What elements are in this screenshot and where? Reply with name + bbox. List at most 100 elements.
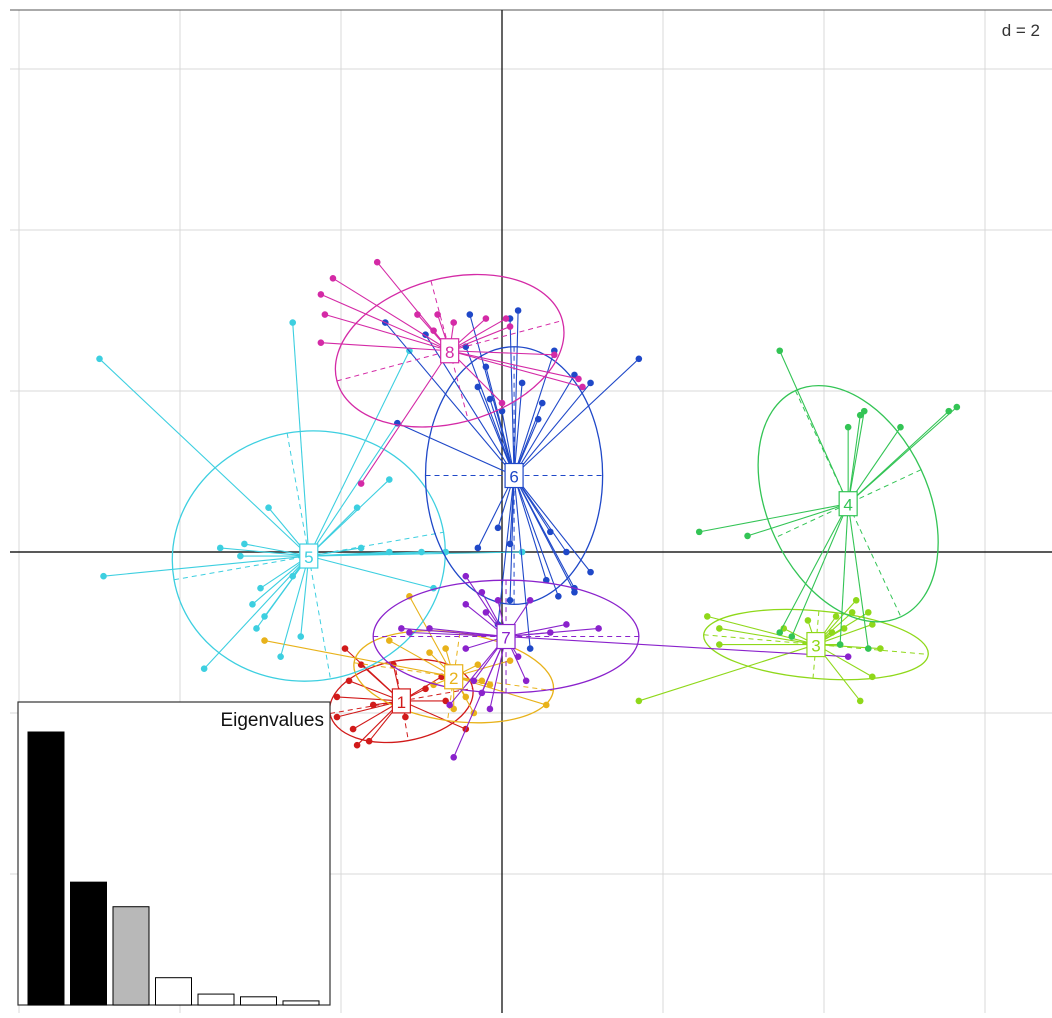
data-point [277, 653, 284, 660]
star-segment [280, 555, 310, 657]
star-segment [308, 551, 523, 557]
data-point [365, 737, 373, 745]
star-segment [638, 644, 817, 702]
star-segment [513, 475, 567, 553]
star-segment [847, 406, 958, 505]
data-point [776, 347, 784, 355]
star-segment [779, 350, 849, 504]
star-segment [300, 555, 310, 637]
data-point [869, 673, 876, 681]
data-point [442, 645, 449, 652]
data-point [462, 572, 470, 580]
eigenvalue-bar-6 [240, 996, 277, 1006]
data-point [474, 383, 482, 391]
data-point [836, 641, 844, 648]
group-label-4: 4 [838, 491, 858, 517]
data-point [261, 613, 268, 620]
star-segment [264, 640, 454, 678]
star-segment [397, 422, 515, 477]
star-segment [791, 503, 849, 637]
inset-title: Eigenvalues [220, 710, 324, 731]
data-point [953, 403, 961, 411]
data-point [257, 584, 264, 592]
data-point [869, 621, 876, 628]
data-point [844, 653, 852, 660]
data-point [430, 327, 437, 334]
data-point [542, 701, 550, 709]
label-box [806, 631, 826, 658]
star-segment [449, 350, 583, 388]
data-point [321, 311, 329, 318]
data-point [357, 480, 365, 487]
group-3 [635, 597, 929, 705]
star-segment [505, 623, 567, 638]
data-point [353, 741, 361, 749]
data-point [506, 657, 514, 664]
ellipse-axis-minor [286, 433, 331, 679]
data-point [200, 665, 208, 673]
data-point [595, 625, 602, 632]
data-point [482, 609, 490, 616]
group-labels: 1 2 3 4 5 6 7 8 [299, 338, 858, 714]
data-point [349, 725, 357, 733]
label-box [299, 543, 319, 569]
data-point [575, 375, 582, 383]
data-point [526, 645, 534, 652]
eigenvalue-bar-3 [112, 906, 150, 1006]
star-segment [336, 700, 402, 718]
data-point [514, 307, 522, 314]
data-point [249, 601, 256, 608]
data-point [695, 528, 703, 536]
data-point [466, 311, 474, 318]
data-point [317, 291, 325, 298]
star-segment [513, 475, 547, 581]
data-point [241, 540, 248, 548]
star-segment [292, 322, 310, 557]
eigenvalue-bar-2 [70, 881, 107, 1006]
star-segment [308, 479, 390, 557]
star-segment [513, 382, 591, 476]
data-point [442, 697, 449, 705]
data-point [635, 697, 643, 705]
star-segment [505, 635, 849, 658]
data-point [547, 629, 554, 636]
star-segment [707, 615, 817, 646]
inset-frame [17, 701, 331, 1006]
data-point [716, 641, 723, 648]
data-point [297, 633, 305, 640]
label-text: 7 [501, 629, 510, 648]
label-box [391, 688, 411, 714]
label-box [444, 664, 464, 690]
star-segment [485, 366, 515, 476]
star-segment [509, 475, 515, 601]
star-segment [513, 310, 519, 476]
data-point [482, 315, 490, 322]
star-segment [332, 277, 450, 352]
data-point [804, 617, 812, 624]
data-point [450, 319, 458, 326]
label-text: 8 [445, 343, 454, 362]
label-text: 3 [811, 637, 820, 656]
data-point [369, 701, 377, 709]
data-point [945, 407, 953, 415]
data-point [832, 613, 840, 620]
data-point [828, 629, 836, 636]
label-text: 2 [449, 669, 458, 688]
data-point [703, 613, 711, 620]
star-segment [513, 358, 640, 476]
data-point [341, 645, 349, 652]
star-segment [99, 358, 310, 557]
label-text: 5 [304, 548, 313, 567]
data-point [373, 258, 381, 266]
star-segment [839, 503, 849, 645]
data-point [486, 681, 494, 689]
data-point [563, 548, 570, 556]
data-point [502, 315, 510, 322]
star-segment [336, 696, 402, 702]
data-point [506, 323, 514, 330]
data-point [856, 411, 864, 419]
data-point [216, 544, 224, 552]
star-segment [847, 426, 901, 505]
group-label-3: 3 [806, 631, 826, 658]
